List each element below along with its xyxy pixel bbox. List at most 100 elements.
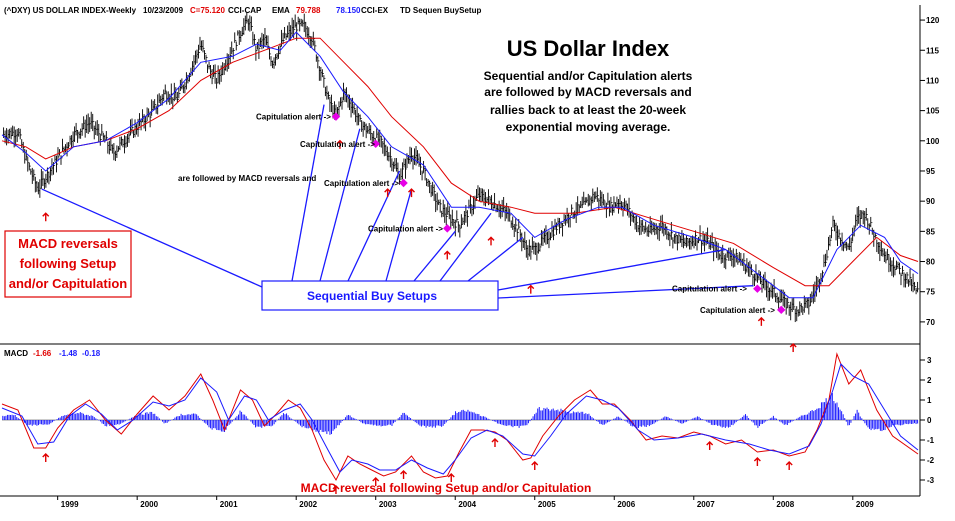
macd-red-line bbox=[1, 352, 919, 482]
macd-buy-arrow-head bbox=[332, 485, 340, 490]
header-ema-blue: 78.150 bbox=[336, 6, 361, 15]
header-td: TD Sequen BuySetup bbox=[400, 6, 481, 15]
macd-buy-arrow-head bbox=[42, 453, 50, 458]
year-tick-label: 2005 bbox=[538, 500, 556, 509]
price-tick-label: 115 bbox=[926, 46, 939, 55]
alert-diamond bbox=[776, 305, 786, 315]
year-tick-label: 2003 bbox=[379, 500, 397, 509]
price-tick-label: 70 bbox=[926, 318, 935, 327]
price-tick-label: 85 bbox=[926, 227, 935, 236]
year-tick-label: 2009 bbox=[856, 500, 874, 509]
macd-tick-label: 0 bbox=[927, 416, 932, 425]
price-buy-arrow-head bbox=[487, 236, 495, 241]
price-buy-arrow-head bbox=[443, 250, 451, 255]
ema-lines bbox=[1, 31, 919, 299]
header-ema-red: 79.788 bbox=[296, 6, 321, 15]
price-buy-arrow-head bbox=[757, 316, 765, 322]
macd-header-v2: -1.48 bbox=[59, 349, 78, 358]
setup-connector-line bbox=[291, 104, 325, 282]
header-symbol: (^DXY) US DOLLAR INDEX-Weekly bbox=[4, 6, 137, 15]
macd-buy-arrow-head bbox=[753, 457, 761, 462]
header-ema-label: EMA bbox=[272, 6, 290, 15]
price-tick-label: 80 bbox=[926, 258, 935, 267]
macd-buy-arrow-head bbox=[706, 441, 714, 446]
macd-buy-arrow-head bbox=[785, 461, 793, 466]
price-buy-arrow-head bbox=[42, 212, 50, 217]
price-tick-label: 95 bbox=[926, 167, 935, 176]
capitulation-alert-label: Capitulation alert -> bbox=[324, 179, 399, 188]
price-tick-label: 120 bbox=[926, 16, 940, 25]
macd-tick-label: -3 bbox=[927, 476, 935, 485]
macd-buy-arrow-head bbox=[491, 438, 499, 443]
setup-connector-line bbox=[319, 128, 361, 282]
price-tick-label: 75 bbox=[926, 288, 935, 297]
price-tick-label: 105 bbox=[926, 107, 940, 116]
macd-tick-label: 1 bbox=[927, 396, 932, 405]
price-buy-arrow-head bbox=[336, 139, 344, 145]
year-tick-label: 2008 bbox=[776, 500, 794, 509]
bottom-note: MACD reversal following Setup and/or Cap… bbox=[301, 481, 592, 495]
setup-connector-line bbox=[413, 230, 456, 282]
macd-tick-label: 3 bbox=[927, 356, 932, 365]
description-line-3: rallies back to at least the 20-week bbox=[490, 103, 686, 117]
setup-connector-lines bbox=[41, 104, 754, 299]
macd-header-v3: -0.18 bbox=[82, 349, 101, 358]
price-tick-label: 90 bbox=[926, 197, 935, 206]
capitulation-alert-label: Capitulation alert -> bbox=[672, 285, 747, 294]
year-axis: 1999 2000 2001 2002 2003 2004 2005 2006 2007 2008… bbox=[57, 496, 874, 509]
macd-header-v1: -1.66 bbox=[33, 349, 52, 358]
macd-buy-arrow-head bbox=[372, 477, 380, 482]
header-cci-cap: CCI-CAP bbox=[228, 6, 262, 15]
left-note-line-3: and/or Capitulation bbox=[9, 276, 128, 291]
ema-red-line bbox=[1, 37, 919, 287]
description-line-2: are followed by MACD reversals and bbox=[484, 85, 691, 99]
left-note-box bbox=[4, 230, 132, 298]
capitulation-alert-label: Capitulation alert -> bbox=[368, 224, 443, 233]
setup-connector-line bbox=[497, 285, 754, 299]
macd-tick-label: -1 bbox=[927, 436, 935, 445]
alert-diamond bbox=[371, 139, 380, 149]
macd-lines bbox=[1, 352, 919, 482]
setup-connector-line bbox=[41, 188, 263, 288]
ema-blue-line bbox=[1, 31, 919, 299]
alert-diamond bbox=[753, 284, 762, 293]
left-note-line-2: following Setup bbox=[20, 256, 117, 271]
macd-buy-arrow-head bbox=[531, 461, 539, 466]
year-tick-label: 2001 bbox=[220, 500, 238, 509]
year-tick-label: 2004 bbox=[458, 500, 476, 509]
macd-header-label: MACD bbox=[4, 349, 28, 358]
chart-title: US Dollar Index bbox=[507, 36, 670, 61]
price-tick-label: 100 bbox=[926, 137, 940, 146]
left-note-line-1: MACD reversals bbox=[18, 236, 118, 251]
setup-connector-line bbox=[497, 248, 726, 291]
price-axis-ticks: 70 75 80 85 90 95 100 105 110 115 120 bbox=[920, 16, 940, 327]
year-tick-label: 2007 bbox=[697, 500, 715, 509]
year-tick-label: 2000 bbox=[140, 500, 158, 509]
setup-connector-line bbox=[385, 188, 413, 282]
price-buy-arrow-head bbox=[408, 188, 415, 193]
year-tick-label: 1999 bbox=[61, 500, 79, 509]
buy-arrows bbox=[42, 139, 797, 494]
macd-blue-line bbox=[1, 363, 919, 475]
alert-diamond bbox=[399, 178, 408, 188]
capitulation-alert-label: Capitulation alert -> bbox=[300, 140, 375, 149]
price-tick-label: 110 bbox=[926, 76, 939, 85]
header-cci-ex: CCI-EX bbox=[361, 6, 389, 15]
setup-box-label: Sequential Buy Setups bbox=[307, 289, 437, 303]
macd-tick-label: -2 bbox=[927, 456, 935, 465]
alert-diamond bbox=[443, 224, 452, 233]
setup-connector-line bbox=[467, 236, 524, 282]
macd-histogram bbox=[2, 392, 919, 435]
macd-tick-label: 2 bbox=[927, 376, 932, 385]
description-line-1: Sequential and/or Capitulation alerts bbox=[484, 69, 693, 83]
capitulation-alerts: Capitulation alert -> Capitulation alert … bbox=[256, 112, 786, 315]
capitulation-alert-label: Capitulation alert -> bbox=[700, 306, 775, 315]
header-date: 10/23/2009 bbox=[143, 6, 184, 15]
setup-connector-line bbox=[439, 212, 492, 282]
price-buy-arrow-head bbox=[789, 343, 797, 348]
alert-diamond bbox=[331, 112, 341, 121]
capitulation-alert-label: Capitulation alert -> bbox=[256, 113, 331, 122]
macd-buy-arrow-head bbox=[400, 470, 408, 475]
